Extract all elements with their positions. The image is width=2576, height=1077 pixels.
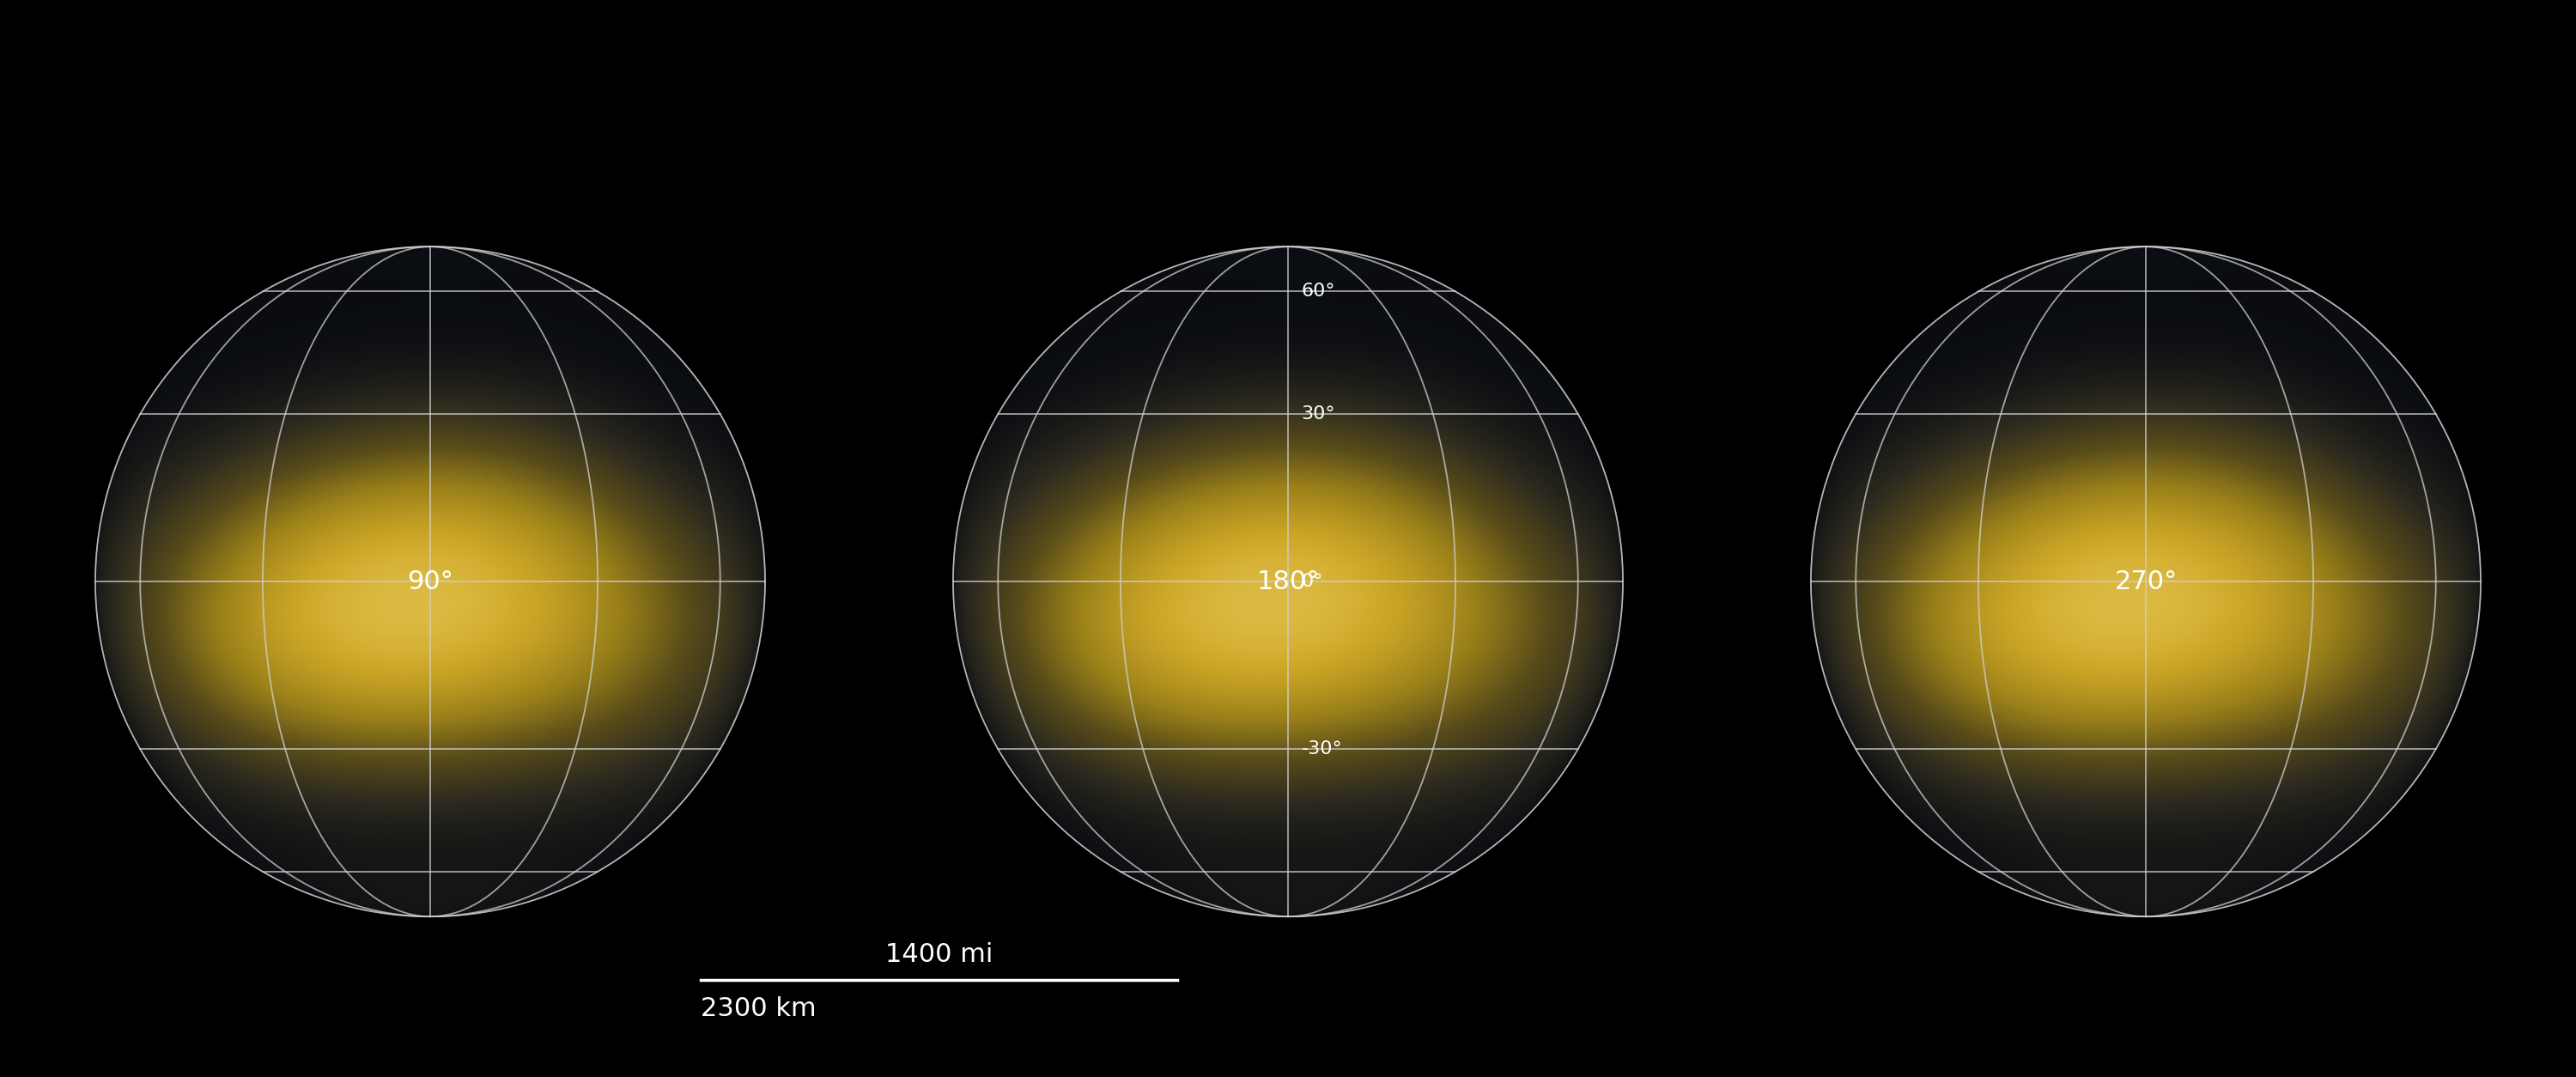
Text: 0°: 0° xyxy=(1301,573,1324,590)
Text: 30°: 30° xyxy=(1301,406,1334,422)
Text: 270°: 270° xyxy=(2115,569,2177,595)
Text: 90°: 90° xyxy=(407,569,453,595)
Text: 2300 km: 2300 km xyxy=(701,996,817,1021)
Text: 180°: 180° xyxy=(1257,569,1319,595)
Text: 1400 mi: 1400 mi xyxy=(886,942,992,967)
Text: -30°: -30° xyxy=(1301,741,1342,757)
Text: 60°: 60° xyxy=(1301,283,1334,300)
